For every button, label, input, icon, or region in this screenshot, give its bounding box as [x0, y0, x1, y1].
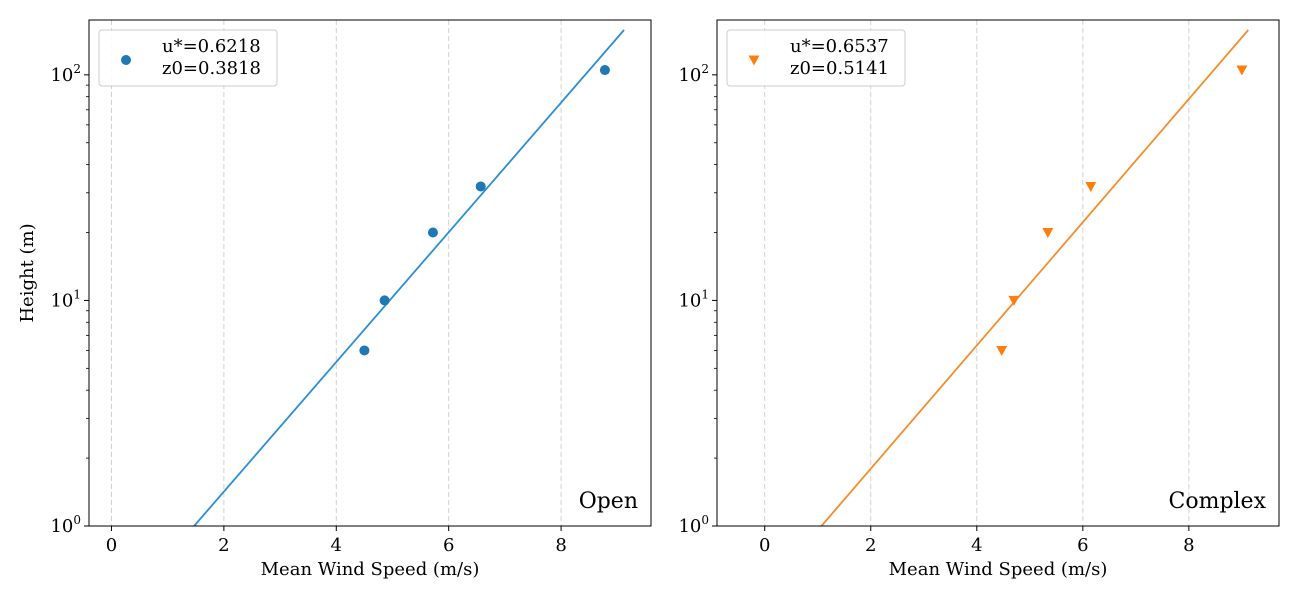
y-tick-exponent: 0: [701, 513, 709, 527]
x-axis-label: Mean Wind Speed (m/s): [261, 559, 480, 580]
data-point: [379, 295, 390, 306]
legend-entry: u*=0.6537: [790, 36, 889, 57]
data-point: [427, 227, 438, 238]
y-tick-base: 10: [678, 290, 701, 311]
x-tick-label: 6: [443, 535, 454, 556]
x-tick-label: 4: [331, 535, 342, 556]
legend-marker: [121, 55, 131, 65]
x-tick-label: 2: [865, 535, 876, 556]
x-tick-label: 8: [555, 535, 566, 556]
legend-entry: z0=0.3818: [162, 58, 261, 79]
y-tick-base: 10: [50, 290, 73, 311]
legend-entry: z0=0.5141: [790, 58, 889, 79]
legend-box: [726, 29, 906, 87]
y-tick-exponent: 1: [701, 287, 709, 301]
chart-panel-2: 0 2 4 6 8100101102u*=0.6537z0=0.5141ComplexM…: [678, 19, 1280, 580]
y-tick-exponent: 1: [73, 287, 81, 301]
plot-frame: [88, 19, 652, 527]
data-point: [599, 65, 610, 76]
y-tick-label: 101: [678, 287, 709, 311]
data-point: [1008, 295, 1020, 306]
y-tick-label: 102: [678, 62, 709, 86]
x-tick-label: 0: [759, 535, 770, 556]
data-point: [996, 345, 1008, 356]
y-tick-base: 10: [678, 65, 701, 86]
data-point: [359, 345, 370, 356]
x-tick-label: 2: [218, 535, 229, 556]
y-tick-label: 102: [50, 62, 81, 86]
panel-label: Complex: [1169, 489, 1267, 514]
chart-panel-1: 0 2 4 6 8100101102u*=0.6218z0=0.3818OpenMean…: [17, 19, 652, 580]
plot-frame: [716, 19, 1280, 527]
data-point: [475, 181, 486, 192]
data-point: [1085, 181, 1097, 192]
y-tick-base: 10: [50, 516, 73, 537]
y-tick-exponent: 0: [73, 513, 81, 527]
y-tick-base: 10: [678, 516, 701, 537]
x-axis-label: Mean Wind Speed (m/s): [889, 559, 1108, 580]
panel-label: Open: [579, 489, 638, 514]
y-tick-exponent: 2: [73, 62, 81, 76]
x-tick-label: 4: [971, 535, 982, 556]
legend-marker: [748, 55, 760, 66]
y-tick-label: 100: [678, 513, 709, 537]
legend-box: [98, 29, 278, 87]
x-tick-label: 8: [1183, 535, 1194, 556]
x-tick-label: 6: [1077, 535, 1088, 556]
fit-line: [820, 29, 1249, 526]
y-tick-exponent: 2: [701, 62, 709, 76]
legend-entry: u*=0.6218: [162, 36, 261, 57]
fit-line: [193, 29, 625, 526]
y-axis-label: Height (m): [17, 223, 38, 322]
x-tick-label: 0: [106, 535, 117, 556]
y-tick-base: 10: [50, 65, 73, 86]
data-point: [1236, 65, 1248, 76]
y-tick-label: 101: [50, 287, 81, 311]
data-point: [1042, 228, 1054, 239]
y-tick-label: 100: [50, 513, 81, 537]
